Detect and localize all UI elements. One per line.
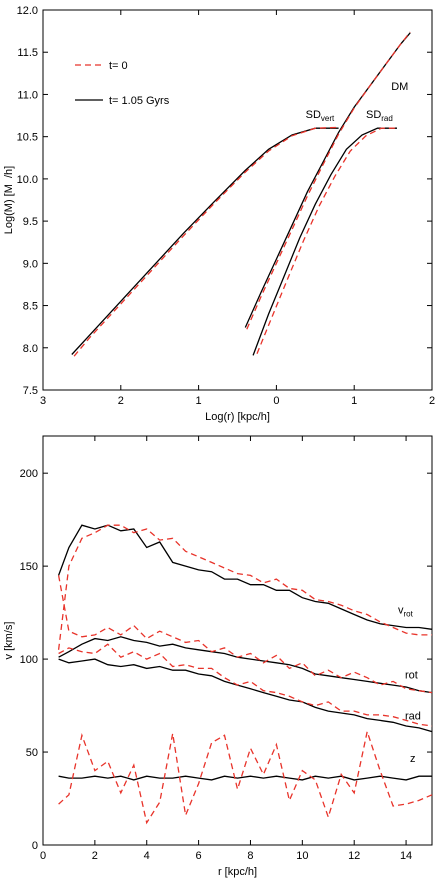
y-tick-label: 11.5 [17,47,38,59]
series-line [58,775,432,781]
x-tick-label: 12 [348,850,360,862]
legend-label: t= 1.05 Gyrs [109,95,170,107]
y-tick-label: 9.0 [23,258,38,270]
annotation-subscript: rot [404,609,414,618]
annotation-text: v [398,604,404,616]
x-tick-label: 1 [196,395,202,407]
x-tick-label: 14 [400,850,412,862]
y-tick-label: 11.0 [17,89,38,101]
annotation: rad [405,711,421,723]
series-line [256,127,397,354]
plot: 3 2 1 0 1 2 7.5 8.0 8.5 9.0 9.5 10.0 10.5 11.0 11.5 12.… [3,5,435,423]
x-tick-label: 3 [40,395,46,407]
annotation-text: z [410,753,416,765]
annotation: DM [391,81,408,93]
series-line [57,524,433,630]
series-line [57,575,433,694]
y-tick-label: 7.5 [23,385,38,397]
plot-frame [42,9,433,391]
plot: 0 2 4 6 8 10 12 14 0 50 100 150 200 r [kpc/h] v [km/s]… [3,435,433,878]
annotation: SDvert [306,109,335,123]
series-line [246,31,411,330]
x-tick-label: 2 [429,395,435,407]
x-tick-label: 0 [273,395,279,407]
annotation-text: SD [366,109,381,121]
x-tick-label: 10 [296,850,308,862]
series-line [58,643,433,727]
annotation-subscript: vert [321,114,335,123]
series-line [71,127,339,355]
series-line [58,636,433,694]
series-line [58,729,433,825]
y-tick-label: 12.0 [17,5,38,17]
y-tick-label: 150 [20,561,38,573]
y-tick-label: 10.5 [17,132,38,144]
x-tick-label: 0 [40,850,46,862]
plot-frame [42,435,433,846]
y-tick-label: 0 [32,840,38,852]
annotation: rot [405,670,418,682]
y-tick-label: 200 [20,468,38,480]
y-tick-label: 8.0 [23,343,38,355]
x-tick-label: 6 [196,850,202,862]
annotation-text: rot [405,670,418,682]
annotation: vrot [398,604,414,618]
x-tick-label: 2 [92,850,98,862]
series-line [73,126,339,357]
x-tick-label: 8 [247,850,253,862]
annotation-text: SD [306,109,321,121]
annotation-text: rad [405,711,421,723]
y-tick-label: 8.5 [23,301,38,313]
annotation-text: DM [391,81,408,93]
series-line [57,524,432,650]
legend-label: t= 0 [109,60,128,72]
y-tick-label: 50 [26,747,38,759]
annotation: SDrad [366,109,393,123]
y-tick-label: 9.5 [23,216,38,228]
x-tick-label: 1 [351,395,357,407]
y-axis-label: v [km/s] [3,622,15,660]
x-axis-label: Log(r) [kpc/h] [205,411,270,423]
annotation-subscript: rad [381,114,393,123]
series-line [252,127,397,356]
x-tick-label: 2 [118,395,124,407]
y-tick-label: 100 [20,654,38,666]
annotation: z [410,753,416,765]
y-tick-label: 10.0 [17,174,38,186]
series-line [58,658,433,733]
y-axis-label: Log(M) [M /h] [3,166,15,234]
x-axis-label: r [kpc/h] [218,866,257,878]
x-tick-label: 4 [144,850,150,862]
